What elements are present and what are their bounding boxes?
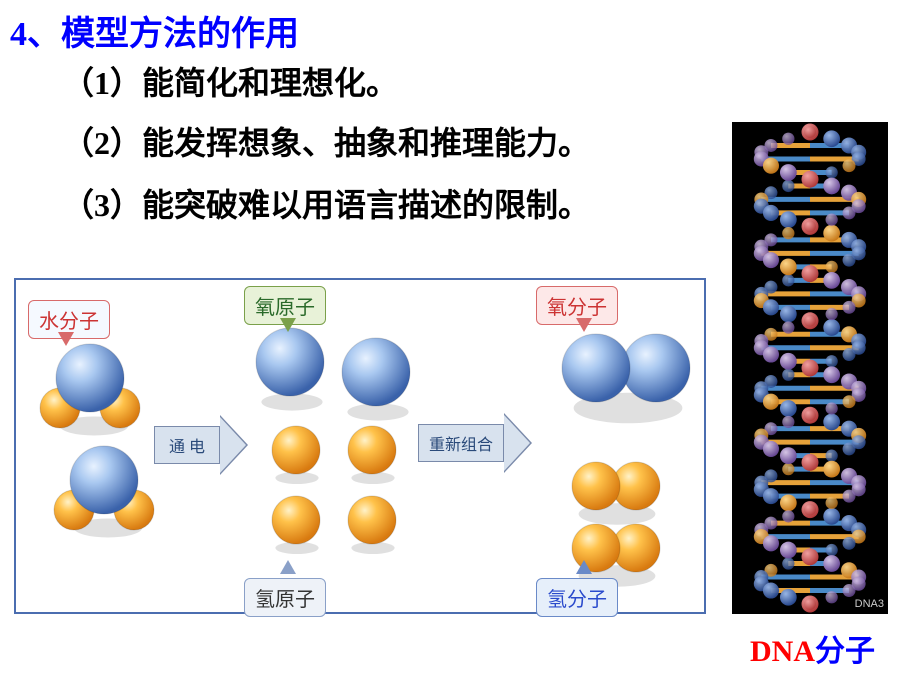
callout-tail-oxygen-atom: [280, 318, 296, 332]
callout-tail-water: [58, 332, 74, 346]
dna-panel: DNA3: [732, 122, 888, 614]
dna-caption-red: DNA: [750, 635, 815, 668]
arrow-recombine: 重新组合: [418, 424, 504, 462]
bullet-3: （3）能突破难以用语言描述的限制。: [62, 180, 590, 226]
bullet-1: （1）能简化和理想化。: [62, 58, 398, 104]
dna-helix: [732, 122, 888, 614]
callout-hydrogen-mol: 氢分子: [536, 578, 618, 617]
callout-tail-hydrogen-atom: [280, 560, 296, 574]
dna-caption: DNA分子: [750, 626, 875, 670]
callout-hydrogen-atom: 氢原子: [244, 578, 326, 617]
dna-watermark: DNA3: [855, 598, 884, 610]
dna-caption-blue: 分子: [815, 635, 875, 668]
callout-tail-hydrogen-mol: [576, 560, 592, 574]
electrolysis-diagram-box: [14, 278, 706, 614]
heading-number: 4、: [10, 16, 61, 53]
section-heading: 4、模型方法的作用: [10, 6, 299, 55]
heading-text: 模型方法的作用: [61, 16, 299, 53]
arrow-label-recombine: 重新组合: [418, 424, 504, 462]
arrow-electrify: 通 电: [154, 426, 220, 464]
arrow-label-electrify: 通 电: [154, 426, 220, 464]
callout-tail-oxygen-mol: [576, 318, 592, 332]
bullet-2: （2）能发挥想象、抽象和推理能力。: [62, 118, 590, 164]
